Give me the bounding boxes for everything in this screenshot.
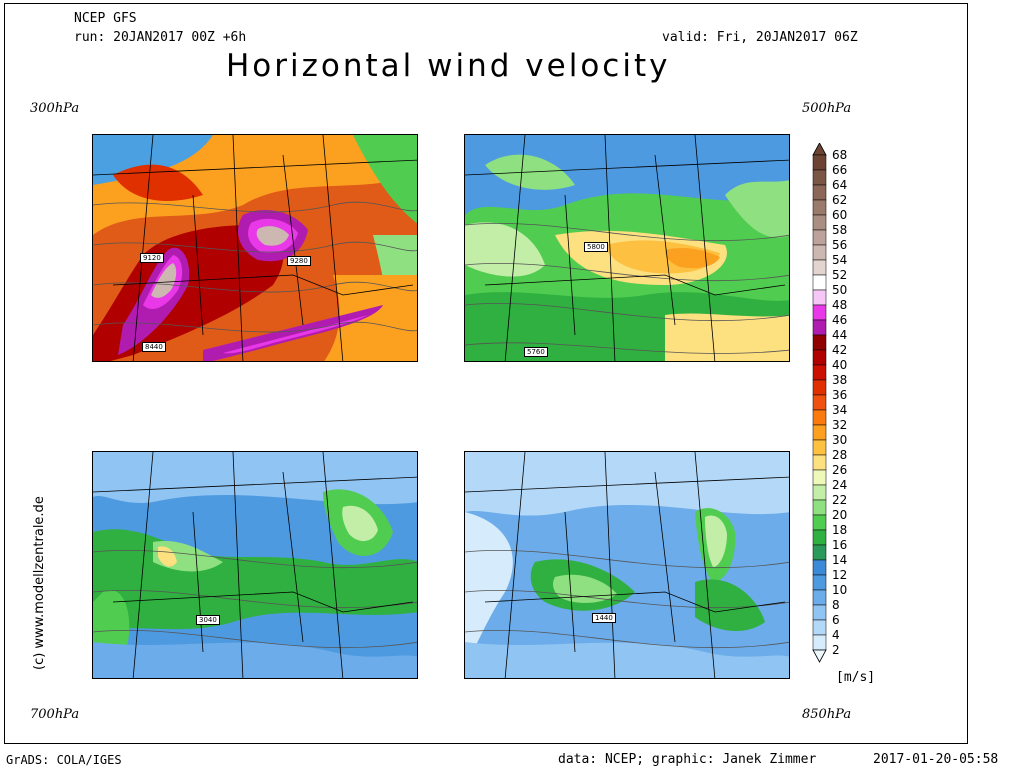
timestamp: 2017-01-20-05:58 (873, 752, 999, 767)
colorbar-swatch (812, 229, 827, 246)
colorbar-tick-label: 52 (832, 268, 848, 282)
level-label-850: 850hPa (802, 707, 852, 722)
colorbar-tick-label: 68 (832, 148, 848, 162)
colorbar-tick-label: 28 (832, 448, 848, 462)
colorbar-tick-label: 46 (832, 313, 848, 327)
colorbar-swatch (812, 439, 827, 456)
map-title: Horizontal wind velocity (226, 48, 671, 84)
colorbar-tick-label: 40 (832, 358, 848, 372)
colorbar-swatch (812, 514, 827, 531)
colorbar-bottom-arrow (812, 649, 827, 663)
plot-frame (4, 3, 968, 744)
valid-time: valid: Fri, 20JAN2017 06Z (662, 30, 858, 45)
colorbar-tick-label: 38 (832, 373, 848, 387)
colorbar-tick-label: 12 (832, 568, 848, 582)
colorbar-tick-label: 6 (832, 613, 840, 627)
colorbar-tick-label: 44 (832, 328, 848, 342)
colorbar-tick-label: 50 (832, 283, 848, 297)
contour-label: 3040 (196, 615, 220, 625)
colorbar-tick-label: 42 (832, 343, 848, 357)
colorbar-tick-label: 18 (832, 523, 848, 537)
copyright-text: (c) www.modellzentrale.de (32, 496, 47, 670)
colorbar-swatch (812, 484, 827, 501)
colorbar-swatch (812, 559, 827, 576)
map-panel-700hpa: 3040 (92, 451, 418, 679)
colorbar-swatch (812, 619, 827, 636)
colorbar-tick-label: 2 (832, 643, 840, 657)
colorbar-tick-label: 64 (832, 178, 848, 192)
colorbar-swatch (812, 154, 827, 171)
map-panel-300hpa: 9120 9280 8440 (92, 134, 418, 362)
colorbar (812, 143, 827, 663)
grads-credit: GrADS: COLA/IGES (6, 753, 122, 767)
contour-label: 9280 (287, 256, 311, 266)
map-panel-850hpa: 1440 (464, 451, 790, 679)
contour-label: 5760 (524, 347, 548, 357)
data-credit: data: NCEP; graphic: Janek Zimmer (558, 752, 817, 767)
colorbar-tick-label: 8 (832, 598, 840, 612)
legend-unit: [m/s] (836, 670, 876, 685)
colorbar-swatch (812, 454, 827, 471)
colorbar-swatch (812, 379, 827, 396)
colorbar-tick-label: 66 (832, 163, 848, 177)
colorbar-top-arrow (812, 143, 827, 156)
colorbar-tick-label: 16 (832, 538, 848, 552)
colorbar-swatch (812, 394, 827, 411)
level-label-300: 300hPa (30, 101, 80, 116)
colorbar-tick-label: 4 (832, 628, 840, 642)
contour-label: 5800 (584, 242, 608, 252)
contour-label: 9120 (140, 253, 164, 263)
level-label-500: 500hPa (802, 101, 852, 116)
colorbar-tick-label: 14 (832, 553, 848, 567)
colorbar-swatch (812, 184, 827, 201)
colorbar-swatch (812, 289, 827, 306)
colorbar-swatch (812, 469, 827, 486)
colorbar-swatch (812, 574, 827, 591)
colorbar-swatch (812, 529, 827, 546)
model-name: NCEP GFS (74, 11, 137, 26)
colorbar-swatch (812, 634, 827, 651)
colorbar-tick-label: 62 (832, 193, 848, 207)
colorbar-swatch (812, 424, 827, 441)
colorbar-tick-label: 54 (832, 253, 848, 267)
colorbar-swatch (812, 304, 827, 321)
colorbar-tick-label: 36 (832, 388, 848, 402)
colorbar-tick-label: 20 (832, 508, 848, 522)
colorbar-tick-label: 10 (832, 583, 848, 597)
colorbar-swatch (812, 274, 827, 291)
colorbar-tick-label: 32 (832, 418, 848, 432)
colorbar-swatch (812, 169, 827, 186)
colorbar-tick-label: 58 (832, 223, 848, 237)
run-time: run: 20JAN2017 00Z +6h (74, 30, 247, 45)
colorbar-swatch (812, 349, 827, 366)
contour-label: 1440 (592, 613, 616, 623)
colorbar-tick-label: 22 (832, 493, 848, 507)
colorbar-swatch (812, 409, 827, 426)
contour-label: 8440 (142, 342, 166, 352)
colorbar-swatch (812, 499, 827, 516)
level-label-700: 700hPa (30, 707, 80, 722)
colorbar-tick-label: 34 (832, 403, 848, 417)
colorbar-tick-label: 56 (832, 238, 848, 252)
colorbar-tick-label: 24 (832, 478, 848, 492)
colorbar-swatch (812, 589, 827, 606)
colorbar-swatch (812, 244, 827, 261)
colorbar-tick-label: 26 (832, 463, 848, 477)
colorbar-swatch (812, 214, 827, 231)
colorbar-swatch (812, 199, 827, 216)
colorbar-swatch (812, 259, 827, 276)
colorbar-swatch (812, 544, 827, 561)
colorbar-tick-label: 30 (832, 433, 848, 447)
colorbar-swatch (812, 604, 827, 621)
colorbar-swatch (812, 364, 827, 381)
colorbar-swatch (812, 334, 827, 351)
map-panel-500hpa: 5800 5760 (464, 134, 790, 362)
colorbar-swatch (812, 319, 827, 336)
colorbar-tick-label: 48 (832, 298, 848, 312)
colorbar-tick-label: 60 (832, 208, 848, 222)
